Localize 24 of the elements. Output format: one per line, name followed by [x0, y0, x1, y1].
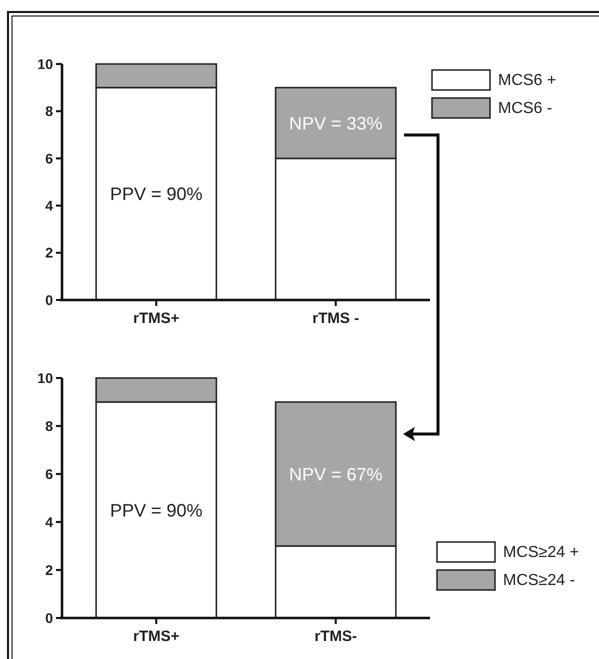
annotation: NPV = 33% — [288, 113, 383, 134]
y-tick-label: 10 — [37, 370, 54, 386]
annotation: PPV = 90% — [110, 500, 203, 520]
annotation: PPV = 90% — [110, 184, 203, 204]
y-tick-label: 4 — [45, 514, 54, 530]
legend-label: MCS6 - — [498, 100, 552, 117]
x-tick-label: rTMS - — [312, 310, 360, 327]
x-tick-label: rTMS+ — [133, 310, 180, 327]
y-tick-label: 8 — [45, 103, 54, 120]
x-tick-label: rTMS+ — [133, 628, 180, 645]
annotation: NPV = 67% — [288, 464, 383, 484]
y-tick-label: 0 — [45, 610, 54, 626]
y-tick-label: 8 — [45, 418, 54, 434]
y-tick-label: 2 — [45, 244, 54, 261]
y-tick-label: 6 — [45, 466, 54, 482]
y-tick-label: 6 — [45, 150, 54, 166]
y-tick-label: 10 — [37, 56, 54, 72]
legend-label: MCS≥24 - — [503, 572, 575, 589]
legend-label: MCS≥24 + — [503, 544, 579, 561]
x-tick-label: rTMS- — [314, 628, 358, 645]
y-tick-label: 4 — [45, 198, 54, 214]
legend-label: MCS6 + — [498, 72, 556, 89]
y-tick-label: 2 — [45, 562, 54, 578]
y-tick-label: 0 — [45, 292, 54, 308]
